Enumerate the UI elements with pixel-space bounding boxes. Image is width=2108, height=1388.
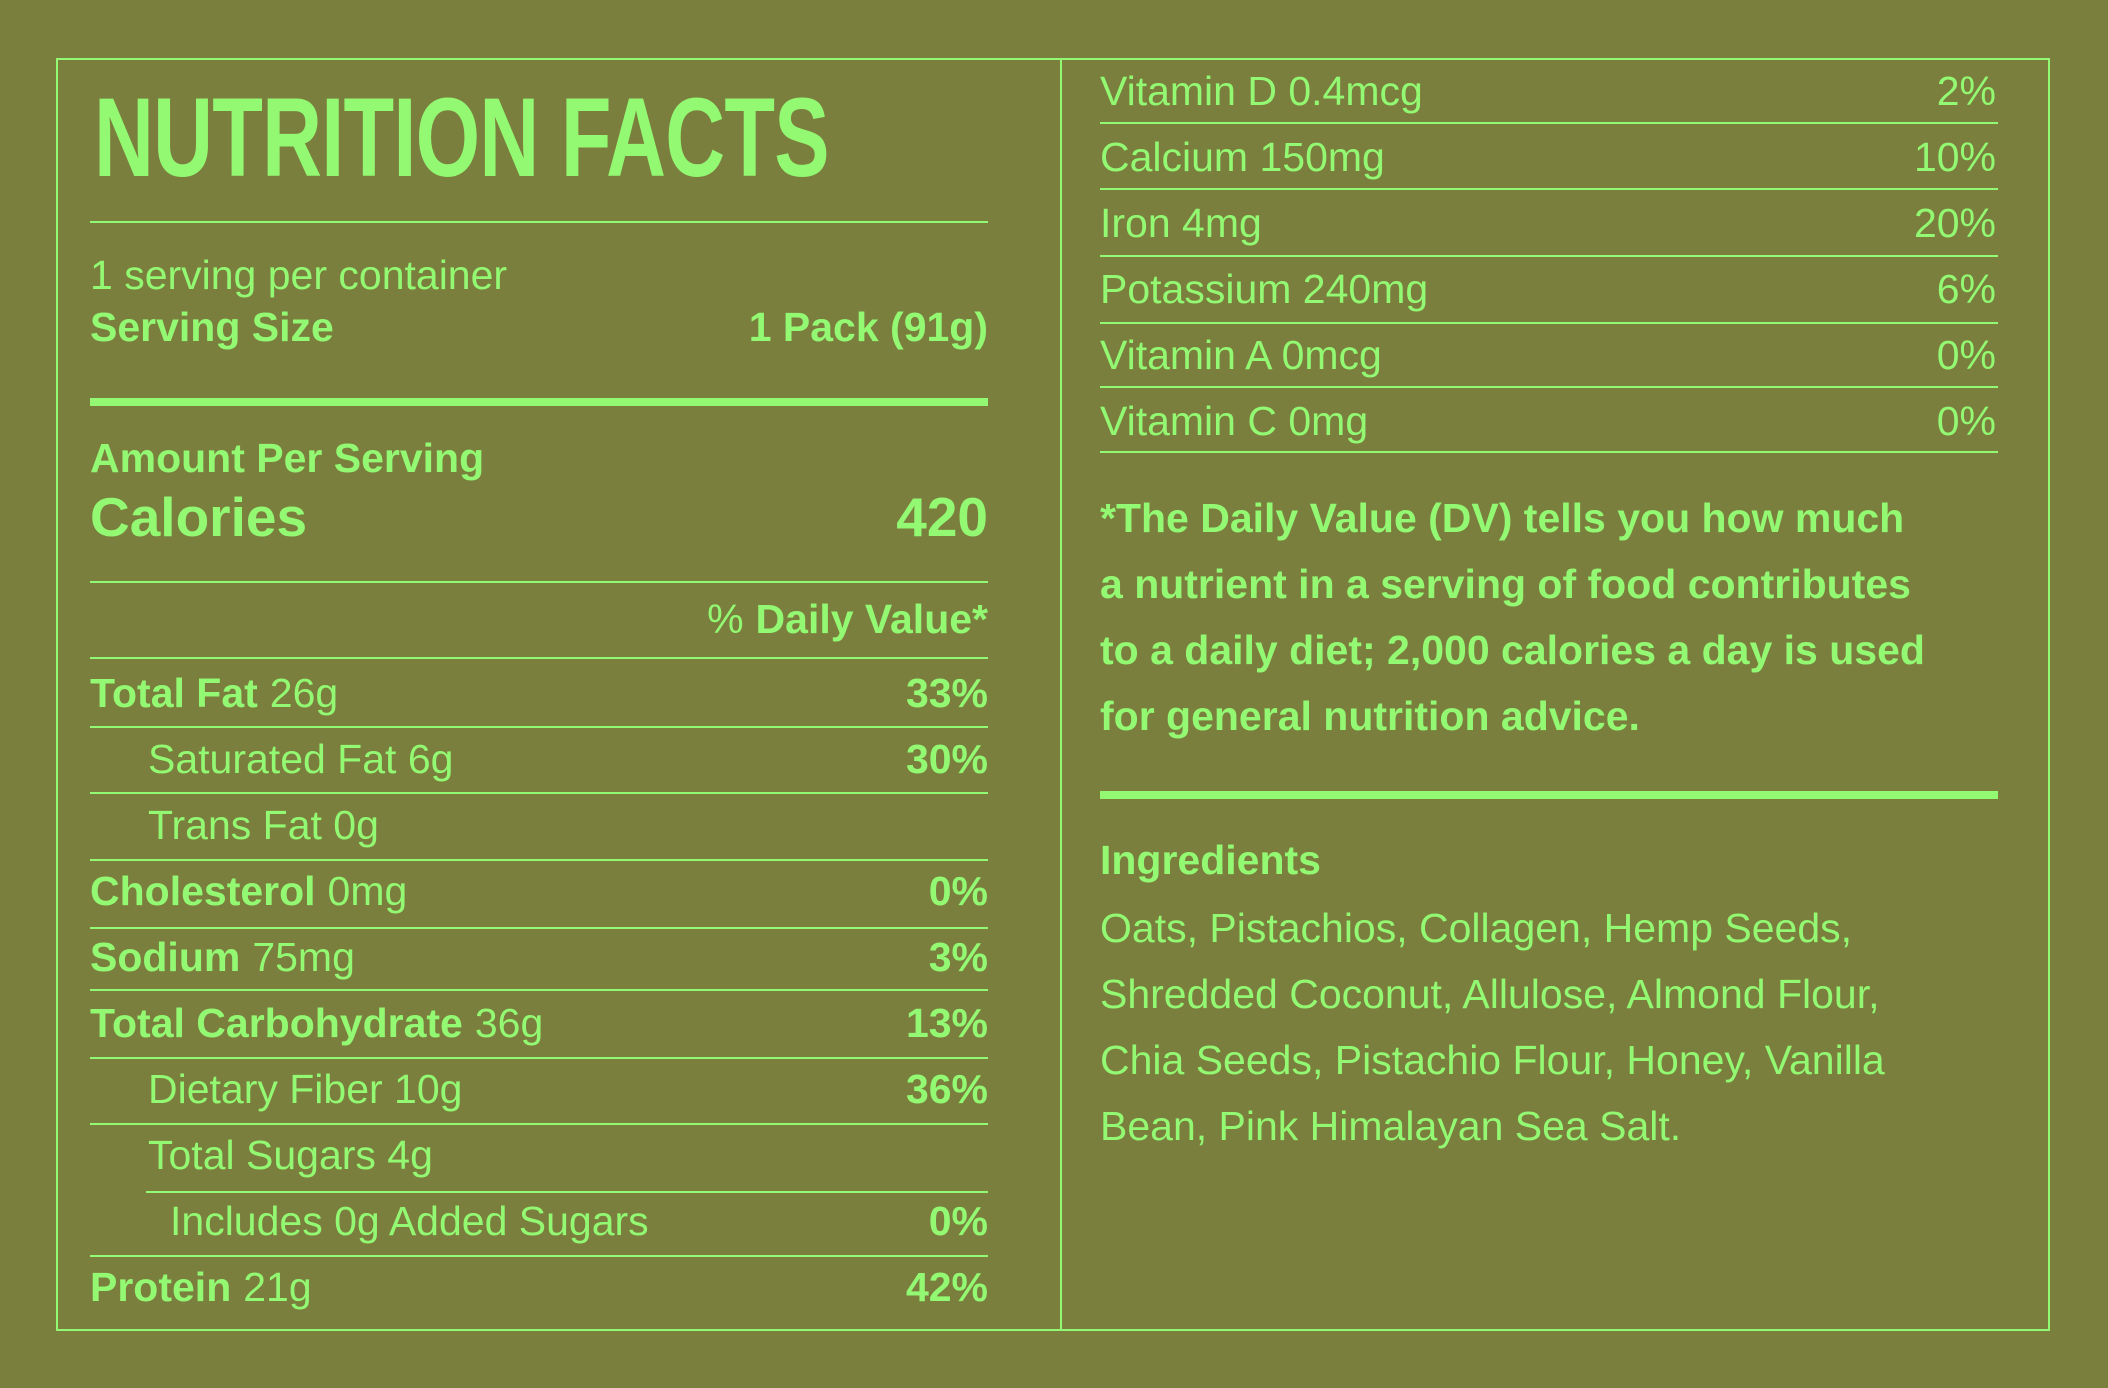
nutrient-name: Total Carbohydrate [90,1000,463,1046]
row-rule [90,1123,988,1125]
vitamin-name: Vitamin A 0mcg [1100,332,1382,378]
ingredients-heading: Ingredients [1100,837,1321,883]
ingredients-line: Oats, Pistachios, Collagen, Hemp Seeds, [1100,905,1853,951]
column-divider [1060,58,1062,1329]
nutrient-amount: 0mg [327,868,408,914]
nutrient-dv: 13% [905,1000,988,1046]
nutrient-row-sodium: Sodium 75mg 3% [90,932,988,982]
vitamin-name: Vitamin D 0.4mcg [1100,68,1423,114]
nutrient-dv: 42% [905,1264,988,1310]
servings-per-container: 1 serving per container [90,252,508,298]
nutrient-row-total-fat: Total Fat 26g 33% [90,668,988,718]
nutrient-row-saturated-fat: Saturated Fat 6g 30% [90,734,988,784]
row-rule [90,726,988,728]
row-rule [90,1057,988,1059]
vitamin-dv: 0% [1936,398,1996,444]
nutrient-name: Saturated Fat 6g [148,736,454,782]
amount-per-serving: Amount Per Serving [90,435,485,481]
vitamin-row-vitamin-c: Vitamin C 0mg 0% [1100,396,1996,446]
thick-rule [90,398,988,406]
vitamin-dv: 0% [1936,332,1996,378]
vitamin-dv: 6% [1936,266,1996,312]
serving-size-row: Serving Size 1 Pack (91g) [90,302,988,352]
label-title: NUTRITION FACTS [94,75,830,200]
vitamin-row-potassium: Potassium 240mg 6% [1100,264,1996,314]
nutrient-amount: 21g [243,1264,312,1310]
nutrition-label-frame [56,58,2050,1331]
footnote-line: to a daily diet; 2,000 calories a day is… [1100,627,1925,673]
nutrient-amount: 36g [474,1000,544,1046]
nutrient-name: Total Sugars 4g [148,1132,433,1178]
nutrient-name: Trans Fat 0g [148,802,379,848]
nutrient-name: Includes 0g Added Sugars [170,1198,649,1244]
calories-row: Calories 420 [90,484,988,550]
calories-label: Calories [90,486,308,548]
nutrient-dv: 0% [928,868,988,914]
row-rule [1100,451,1998,453]
nutrient-row-dietary-fiber: Dietary Fiber 10g 36% [90,1064,988,1114]
calories-value: 420 [896,486,988,548]
vitamin-dv: 20% [1913,200,1996,246]
daily-value-header: % Daily Value* [90,594,988,644]
nutrient-name: Cholesterol [90,868,316,914]
dv-percent-sign: % [707,596,744,642]
row-rule [1100,386,1998,388]
row-rule [1100,188,1998,190]
nutrient-dv: 3% [928,934,988,980]
nutrient-name: Protein [90,1264,232,1310]
vitamin-name: Calcium 150mg [1100,134,1385,180]
nutrient-dv: 33% [905,670,988,716]
nutrient-row-total-sugars: Total Sugars 4g [90,1130,988,1180]
row-rule [90,657,988,659]
footnote-line: for general nutrition advice. [1100,693,1640,739]
row-rule [90,792,988,794]
vitamin-name: Vitamin C 0mg [1100,398,1369,444]
row-rule [1100,322,1998,324]
nutrient-dv: 36% [905,1066,988,1112]
row-rule [90,1255,988,1257]
ingredients-line: Bean, Pink Himalayan Sea Salt. [1100,1103,1682,1149]
serving-size-value: 1 Pack (91g) [748,304,988,350]
footnote-line: *The Daily Value (DV) tells you how much [1100,495,1905,541]
vitamin-row-vitamin-a: Vitamin A 0mcg 0% [1100,330,1996,380]
row-rule [1100,122,1998,124]
nutrient-row-cholesterol: Cholesterol 0mg 0% [90,866,988,916]
vitamin-row-iron: Iron 4mg 20% [1100,198,1996,248]
nutrient-name: Total Fat [90,670,258,716]
nutrient-row-protein: Protein 21g 42% [90,1262,988,1312]
ingredients-line: Chia Seeds, Pistachio Flour, Honey, Vani… [1100,1037,1885,1083]
dv-header-text: Daily Value* [755,596,988,642]
vitamin-name: Iron 4mg [1100,200,1262,246]
nutrient-dv: 30% [905,736,988,782]
nutrient-amount: 26g [269,670,339,716]
thick-rule-footnote [1100,791,1998,799]
indented-row-rule [146,1191,988,1193]
nutrient-amount: 75mg [252,934,355,980]
footnote-line: a nutrient in a serving of food contribu… [1100,561,1911,607]
nutrient-row-total-carbohydrate: Total Carbohydrate 36g 13% [90,998,988,1048]
row-rule [1100,255,1998,257]
vitamin-dv: 10% [1913,134,1996,180]
nutrient-dv: 0% [928,1198,988,1244]
nutrient-name: Dietary Fiber 10g [148,1066,463,1112]
ingredients-list: Oats, Pistachios, Collagen, Hemp Seeds, … [1100,895,2020,1159]
row-rule [90,927,988,929]
daily-value-footnote: *The Daily Value (DV) tells you how much… [1100,485,2020,749]
serving-size-label: Serving Size [90,304,334,350]
row-rule [90,989,988,991]
vitamin-row-vitamin-d: Vitamin D 0.4mcg 2% [1100,66,1996,116]
nutrient-name: Sodium [90,934,241,980]
nutrient-row-trans-fat: Trans Fat 0g [90,800,988,850]
vitamin-row-calcium: Calcium 150mg 10% [1100,132,1996,182]
title-rule [90,221,988,223]
vitamin-name: Potassium 240mg [1100,266,1429,312]
calories-rule [90,581,988,583]
nutrient-row-added-sugars: Includes 0g Added Sugars 0% [90,1196,988,1246]
vitamin-dv: 2% [1936,68,1996,114]
row-rule [90,859,988,861]
ingredients-line: Shredded Coconut, Allulose, Almond Flour… [1100,971,1880,1017]
